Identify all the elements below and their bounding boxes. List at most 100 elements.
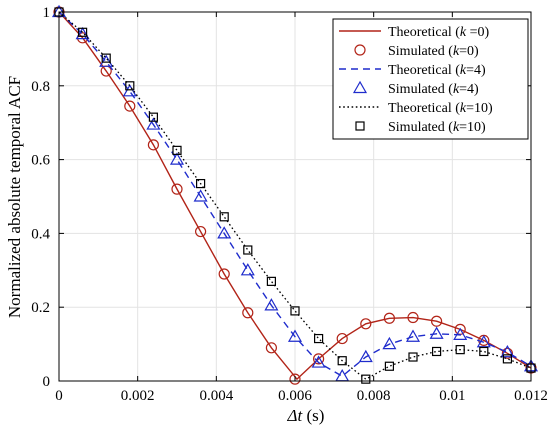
data-point <box>455 345 465 355</box>
legend-entry-label: Theoretical (k=4) <box>388 63 486 78</box>
legend-entry-suffix: =4) <box>459 82 479 97</box>
data-point <box>337 356 347 366</box>
legend-entry-prefix: Theoretical ( <box>388 101 460 116</box>
data-point <box>287 329 303 342</box>
legend-entry-label: Simulated (k=0) <box>388 44 479 59</box>
legend-entry-label: Theoretical (k =0) <box>388 25 490 40</box>
data-point <box>502 354 512 364</box>
series-2 <box>58 11 532 378</box>
legend-entry-suffix: =0) <box>459 44 479 59</box>
data-point <box>148 112 158 122</box>
y-tick-label: 0.8 <box>31 79 50 95</box>
legend-entry-prefix: Theoretical ( <box>388 25 460 40</box>
y-tick-label: 0.4 <box>31 226 50 242</box>
data-point <box>501 347 513 359</box>
data-point <box>383 312 395 324</box>
x-tick-label: 0.01 <box>439 388 465 404</box>
legend-entry-suffix: =10) <box>466 101 493 116</box>
data-point <box>124 100 136 112</box>
data-point <box>77 27 88 37</box>
data-point <box>240 263 255 276</box>
data-point <box>75 26 90 40</box>
data-point <box>195 225 207 238</box>
ticks: 0 0.002 0.004 0.006 0.008 0.01 0.012 0 0.2 0.4 0.6… <box>31 5 548 404</box>
data-point <box>311 355 326 368</box>
data-point <box>193 189 208 202</box>
series-4 <box>58 11 532 380</box>
legend-box <box>332 18 529 140</box>
series-line <box>58 11 532 380</box>
x-tick-label: 0.012 <box>514 388 548 404</box>
data-point <box>429 326 444 339</box>
legend-entry-label: Simulated (k=4) <box>388 82 479 97</box>
y-tick-label: 0 <box>43 374 51 390</box>
series-line <box>58 11 532 381</box>
data-point <box>217 226 232 239</box>
data-point <box>479 346 489 357</box>
data-point <box>242 307 254 319</box>
data-point <box>172 145 182 155</box>
x-axis-label-var: Δt <box>287 406 304 425</box>
data-point <box>290 306 300 316</box>
legend-marker-sample <box>352 80 368 94</box>
data-point <box>243 245 253 255</box>
legend-entry-prefix: Simulated ( <box>388 120 453 135</box>
data-point <box>500 345 515 358</box>
data-point <box>358 349 373 363</box>
data-point <box>476 335 491 348</box>
legend-entry-prefix: Theoretical ( <box>388 63 460 78</box>
y-axis-label: Normalized absolute temporal ACF <box>5 76 24 318</box>
data-point <box>99 54 114 67</box>
data-point <box>382 336 397 350</box>
data-point <box>289 373 301 385</box>
data-point <box>405 329 421 342</box>
data-point <box>169 152 185 165</box>
legend-entry-k: k <box>460 101 467 116</box>
x-tick-label: 0.006 <box>278 388 312 404</box>
data-point <box>453 327 468 340</box>
x-axis-label-unit: (s) <box>302 406 324 425</box>
series-3 <box>51 4 539 382</box>
legend-entry-prefix: Simulated ( <box>388 82 453 97</box>
data-point <box>171 183 183 195</box>
legend-entry-suffix: =4) <box>466 63 486 78</box>
data-point <box>101 53 111 63</box>
x-tick-label: 0.008 <box>357 388 391 404</box>
legend-entry-prefix: Simulated ( <box>388 44 453 59</box>
data-point <box>432 346 442 357</box>
data-point <box>266 276 276 286</box>
y-tick-label: 0.2 <box>31 300 50 316</box>
legend: Theoretical (k =0)Simulated (k=0)Theoret… <box>332 18 529 140</box>
x-axis-label: Δt (s) <box>287 406 325 425</box>
data-point <box>125 81 135 91</box>
data-point <box>335 368 350 382</box>
series-layer <box>51 4 539 385</box>
data-point <box>360 318 372 330</box>
data-point <box>384 361 394 371</box>
data-point <box>361 374 371 384</box>
y-tick-label: 1 <box>43 5 51 21</box>
legend-entry-suffix: =10) <box>459 120 486 135</box>
legend-marker-sample <box>354 44 366 56</box>
data-point <box>407 311 419 324</box>
data-point <box>264 298 279 311</box>
data-point <box>336 332 348 345</box>
legend-entry-label: Theoretical (k=10) <box>388 101 493 116</box>
legend-entry-k: k <box>460 25 467 40</box>
legend-entry-k: k <box>453 82 460 97</box>
legend-entry-k: k <box>453 120 460 135</box>
legend-entry-k: k <box>453 44 460 59</box>
data-point <box>265 342 277 354</box>
x-tick-label: 0.004 <box>199 388 233 404</box>
data-point <box>122 84 137 97</box>
y-tick-label: 0.6 <box>31 153 50 169</box>
data-point <box>218 268 230 280</box>
data-point <box>219 212 229 222</box>
data-point <box>408 352 418 362</box>
data-point <box>314 333 324 344</box>
legend-entry-label: Simulated (k=10) <box>388 120 486 135</box>
data-point <box>431 315 443 327</box>
data-point <box>147 139 159 151</box>
series-0 <box>58 11 532 381</box>
